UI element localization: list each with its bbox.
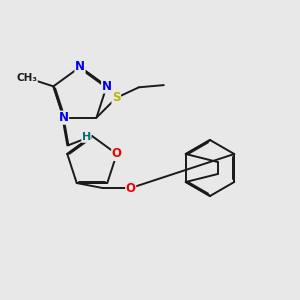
Text: N: N (75, 61, 85, 74)
Text: S: S (112, 92, 121, 104)
Text: N: N (102, 80, 112, 93)
Text: CH₃: CH₃ (16, 73, 37, 83)
Text: O: O (126, 182, 136, 194)
Text: N: N (58, 111, 68, 124)
Text: O: O (112, 148, 122, 160)
Text: H: H (82, 132, 91, 142)
